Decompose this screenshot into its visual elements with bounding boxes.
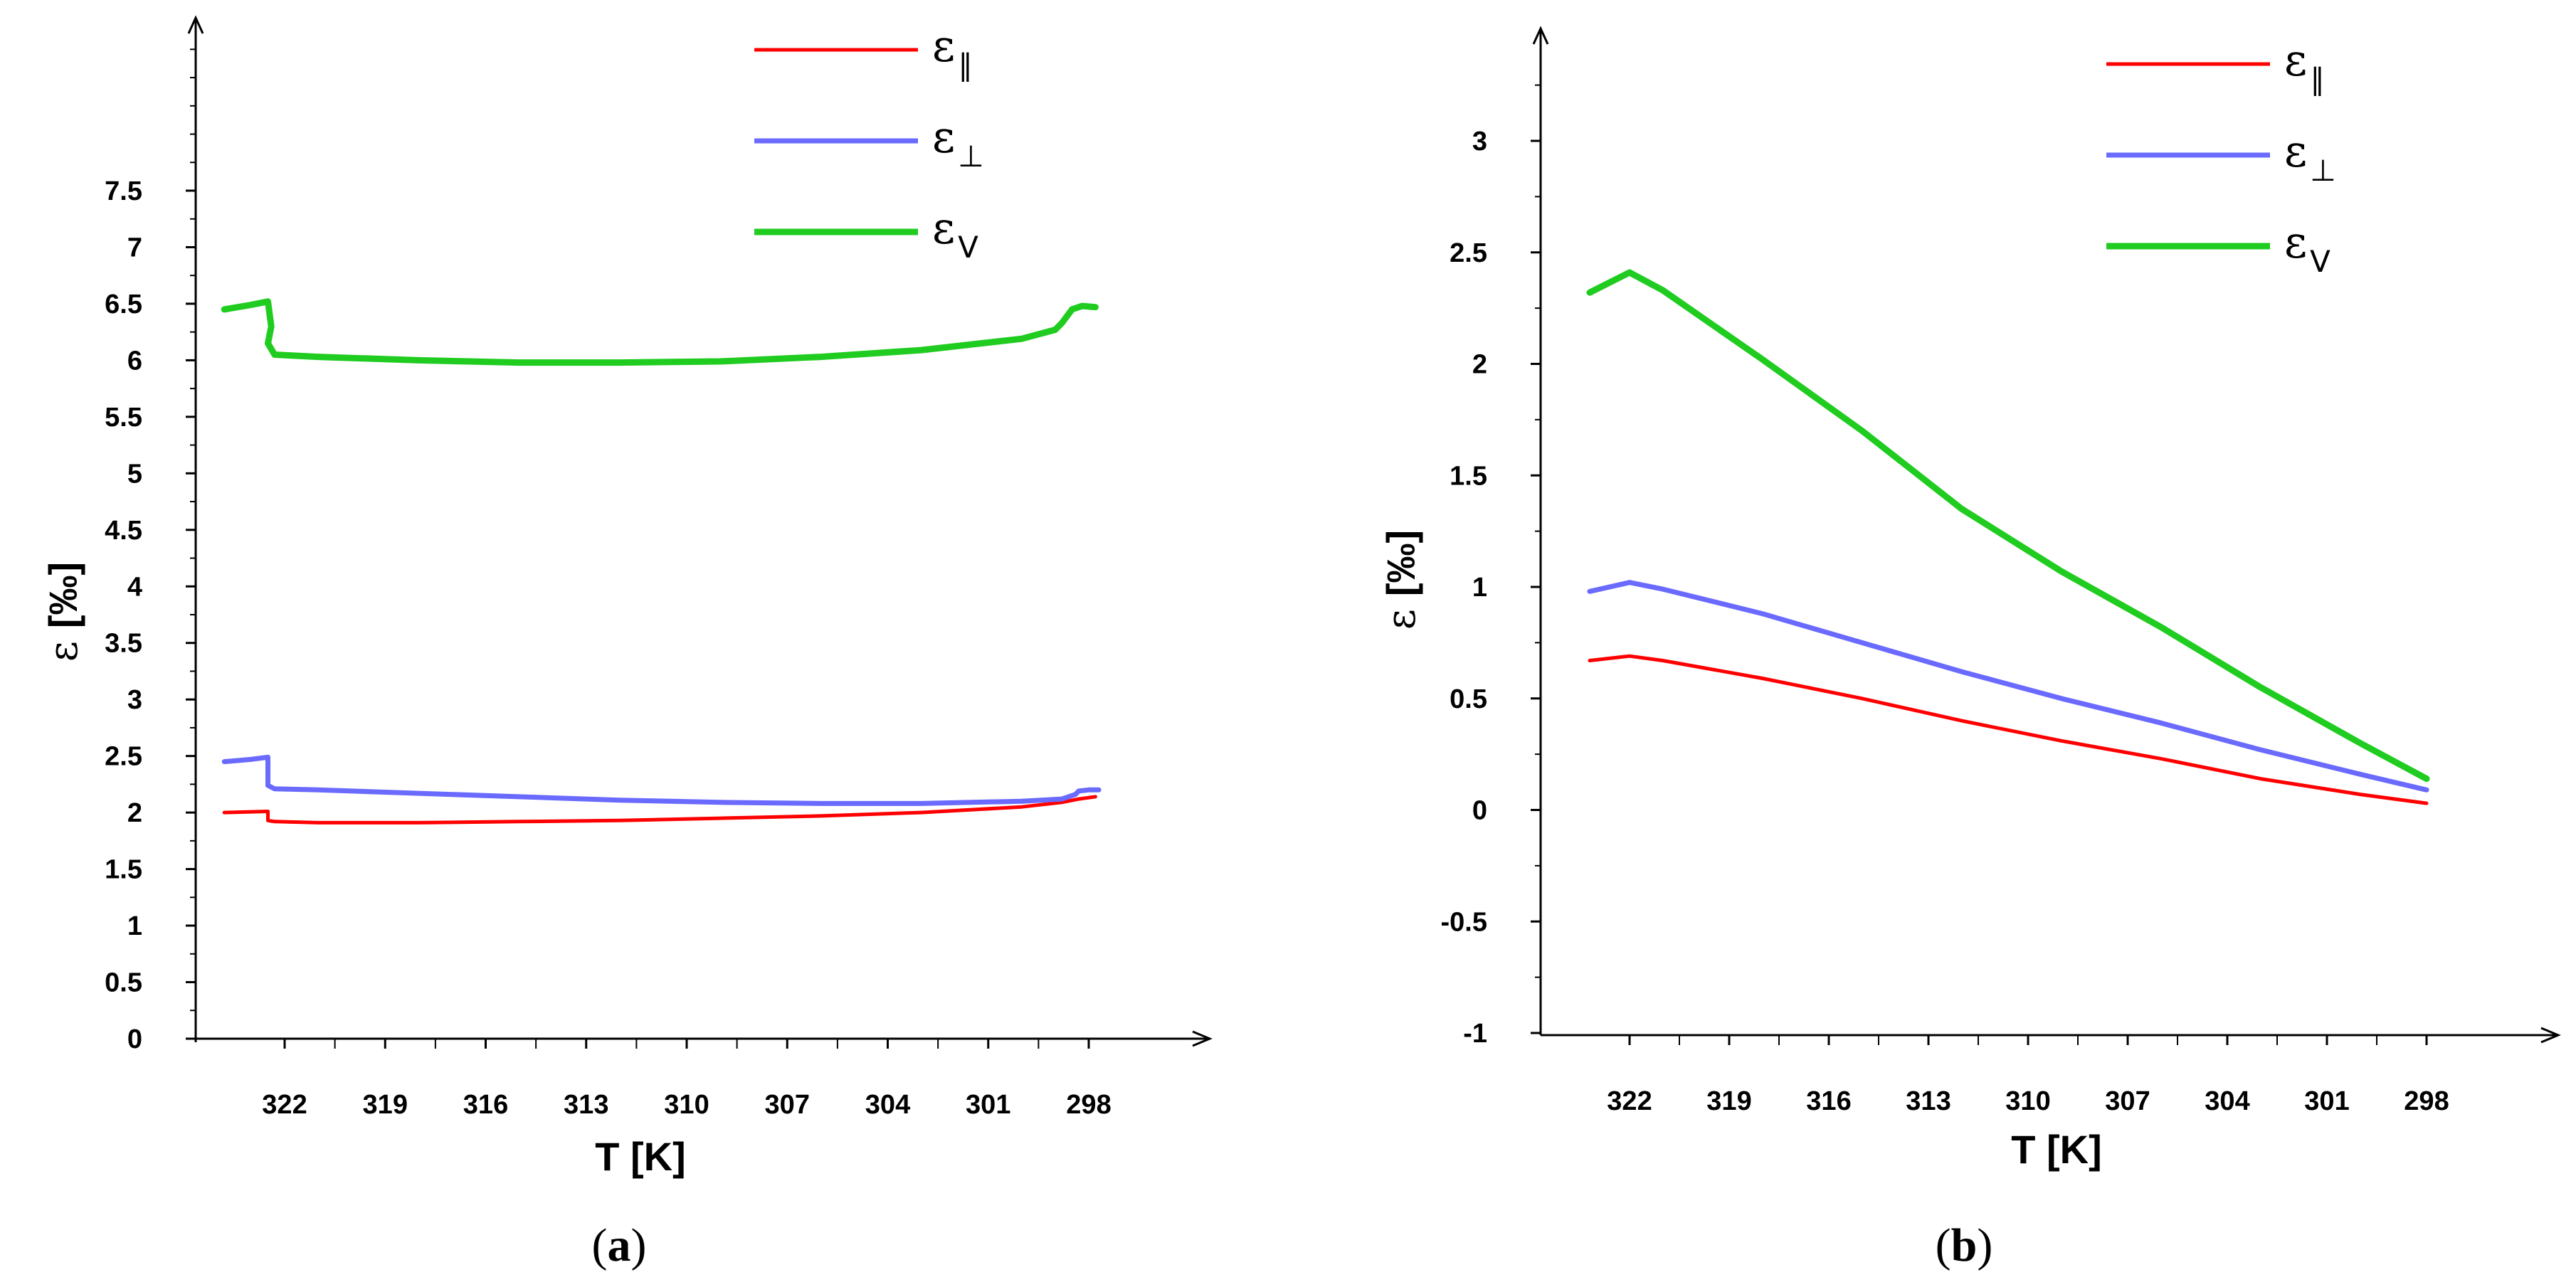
x-tick-label: 316 [463,1090,508,1120]
y-tick-label: 3 [1472,127,1487,157]
series-line-parallel [1588,654,2429,805]
legend-label: εV [932,202,978,265]
y-axis-arrow [1532,26,1549,45]
x-axis-arrow [1192,1030,1213,1047]
x-tick-label: 310 [2005,1086,2050,1116]
y-tick-label: 1 [1472,573,1487,603]
y-tick-label: 0.5 [1450,684,1487,714]
svg-text:ε[‰]: ε [‰] [41,562,87,662]
x-axis-title: T [K] [2011,1127,2102,1172]
legend-label: εV [2284,216,2330,279]
y-tick-label: 1.5 [1450,461,1487,491]
x-axis-arrow [2540,1027,2561,1044]
y-tick-label: 7.5 [105,176,142,206]
x-tick-label: 313 [564,1090,608,1120]
x-tick-label: 301 [966,1090,1010,1120]
y-tick-label: 4 [127,572,142,602]
x-tick-label: 322 [262,1090,307,1120]
y-tick-label: 0 [127,1024,142,1054]
y-tick-label: -0.5 [1441,907,1487,937]
series-line-volume [221,298,1099,366]
y-tick-label: 5 [127,459,142,489]
y-axis-unit: [‰] [41,562,85,628]
y-tick-label: -1 [1463,1019,1487,1049]
series-line-parallel [222,795,1097,825]
y-axis-symbol: ε [41,641,87,662]
legend-label: ε⊥ [2284,125,2336,188]
series-group [1586,269,2430,805]
chart-panel-a: 0 0.5 1 1.5 2 2.5 3 3.5 4 4.5 5 5.5 6 6.5 7 7.5 322 319 31… [41,15,1213,1271]
y-tick-label: 2 [1472,350,1487,380]
y-axis-title: ε [‰] [1378,530,1425,630]
axes: -1 -0.5 0 0.5 1 1.5 2 2.5 3 322 319 316 313 310 307 304… [1441,26,2561,1116]
legend: ε∥ ε⊥ εV [754,20,984,265]
x-tick-label: 304 [865,1090,910,1120]
x-tick-label: 316 [1806,1086,1851,1116]
y-tick-label: 4.5 [105,516,142,546]
x-tick-label: 319 [363,1090,408,1120]
x-tick-label: 298 [2404,1086,2449,1116]
y-tick-label: 0 [1472,796,1487,826]
y-axis-arrow [187,15,204,34]
y-axis-title: ε [‰] [41,562,87,662]
y-axis-symbol: ε [1378,609,1425,630]
svg-text:ε[‰]: ε [‰] [1378,530,1425,630]
x-tick-label: 319 [1706,1086,1751,1116]
panel-caption-a: (a) [592,1219,647,1271]
legend-label: ε∥ [932,20,973,83]
x-tick-label: 310 [664,1090,709,1120]
y-axis-unit: [‰] [1378,530,1423,596]
y-tick-label: 7 [127,233,142,263]
x-tick-label: 304 [2205,1086,2249,1116]
y-tick-label: 6 [127,346,142,376]
x-tick-label: 307 [2105,1086,2150,1116]
series-line-perpendicular [221,754,1102,806]
x-tick-label: 301 [2304,1086,2349,1116]
x-tick-label: 307 [765,1090,810,1120]
legend-label: ε⊥ [932,111,984,174]
y-tick-label: 2.5 [105,742,142,772]
x-axis-title: T [K] [595,1134,686,1179]
y-tick-label: 3 [127,685,142,715]
y-tick-label: 1 [127,911,142,941]
y-tick-label: 2.5 [1450,238,1487,268]
axes: 0 0.5 1 1.5 2 2.5 3 3.5 4 4.5 5 5.5 6 6.5 7 7.5 322 319 31… [105,15,1213,1120]
x-tick-label: 322 [1607,1086,1652,1116]
series-group [221,298,1102,825]
y-tick-label: 5.5 [105,403,142,433]
series-line-volume [1586,269,2430,783]
y-tick-label: 2 [127,798,142,828]
legend: ε∥ ε⊥ εV [2106,34,2336,279]
x-tick-label: 298 [1066,1090,1111,1120]
panel-caption-b: (b) [1936,1219,1993,1271]
y-tick-label: 0.5 [105,968,142,998]
y-tick-label: 6.5 [105,290,142,319]
x-tick-label: 313 [1906,1086,1951,1116]
legend-label: ε∥ [2284,34,2325,97]
series-line-perpendicular [1587,580,2429,793]
chart-panel-b: -1 -0.5 0 0.5 1 1.5 2 2.5 3 322 319 316 313 310 307 304… [1378,26,2561,1271]
y-tick-label: 1.5 [105,855,142,885]
y-tick-label: 3.5 [105,629,142,659]
